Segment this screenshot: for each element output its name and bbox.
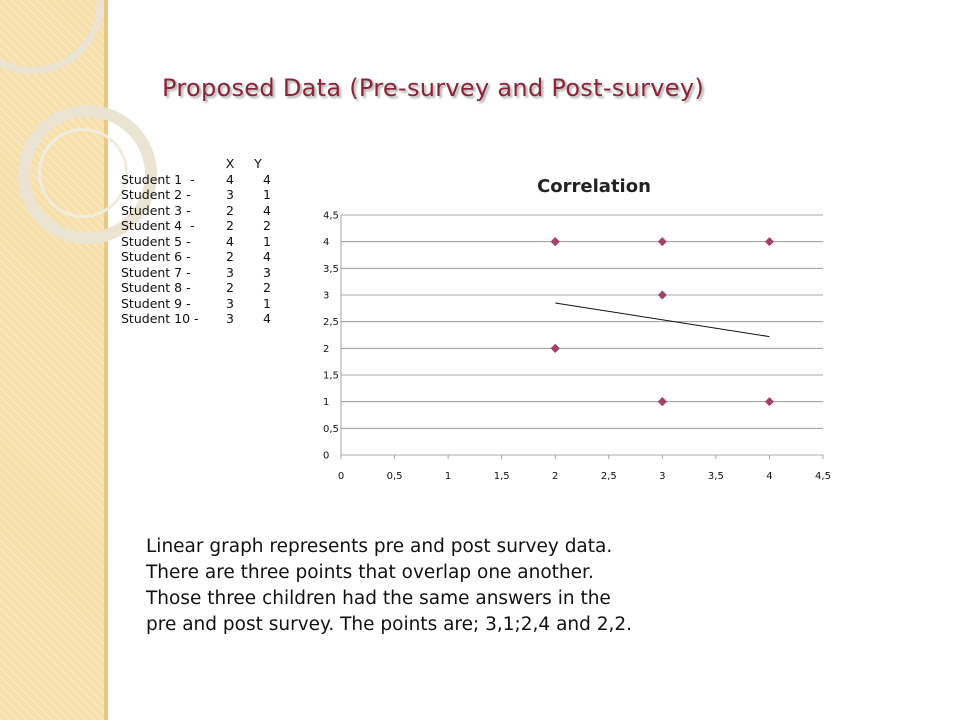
data-point <box>550 343 560 353</box>
x-tick-label: 3,5 <box>708 471 724 482</box>
data-point <box>550 237 560 247</box>
chart-svg: Correlation 0 0,5 1 1,5 2 2,5 3 3,5 4 4,5 0 0,5 1 1,5 2… <box>323 176 831 482</box>
student-y-value: 3 <box>263 264 271 280</box>
student-data-table: X Y Student 1 -4 4 Student 2 -3 1 Student 3 … <box>121 156 271 327</box>
table-row: Student 6 - 2 4 <box>121 249 271 265</box>
table-row: Student 5 - 4 1 <box>121 234 271 250</box>
table-header-name <box>121 156 215 172</box>
student-name: Student 5 - <box>121 233 191 249</box>
student-x-value: 2 <box>226 218 234 233</box>
student-y-value: 4 <box>263 249 271 264</box>
caption-line: pre and post survey. The points are; 3,1… <box>146 614 633 635</box>
student-x-value: 2 <box>226 249 234 264</box>
x-tick-label: 2 <box>552 471 558 482</box>
student-y-value: 1 <box>263 295 271 311</box>
student-y-value: 1 <box>263 187 271 202</box>
decorative-side-edge <box>104 0 108 720</box>
caption-line: Linear graph represents pre and post sur… <box>146 536 613 557</box>
table-row: Student 3 - 2 4 <box>121 203 271 219</box>
student-name: Student 1 - <box>121 171 195 187</box>
x-tick-label: 4 <box>766 471 772 482</box>
table-row: Student 2 - 3 1 <box>121 187 271 203</box>
table-header-row: X Y <box>121 156 271 172</box>
table-row: Student 9 - 3 1 <box>121 296 271 312</box>
table-header-x: X <box>225 156 235 171</box>
student-name: Student 3 - <box>121 202 191 218</box>
slide-caption: Linear graph represents pre and post sur… <box>146 534 632 638</box>
student-name: Student 7 - <box>121 264 191 280</box>
data-point <box>764 237 774 247</box>
caption-line: Those three children had the same answer… <box>146 588 611 609</box>
student-x-value: 4 <box>226 171 234 187</box>
x-tick-label: 1 <box>445 471 451 482</box>
student-x-value: 2 <box>226 280 234 295</box>
table-row: Student 7 - 3 3 <box>121 265 271 281</box>
student-y-value: 2 <box>263 218 271 233</box>
student-x-value: 3 <box>226 311 234 326</box>
table-row: Student 1 - 4 4 <box>121 172 271 188</box>
student-name: Student 4 - <box>121 218 195 233</box>
student-y-value: 1 <box>263 233 271 249</box>
y-tick-label: 0 <box>323 451 329 462</box>
student-x-value: 3 <box>226 264 234 280</box>
data-point <box>657 237 667 247</box>
slide-title: Proposed Data (Pre-survey and Post-surve… <box>162 74 704 102</box>
y-tick-label: 4 <box>323 237 329 248</box>
trend-line <box>555 302 770 338</box>
data-point <box>657 397 667 407</box>
table-row: Student 4 - 2 2 <box>121 218 271 234</box>
y-tick-label: 2 <box>323 344 329 355</box>
x-tick-label: 4,5 <box>815 471 831 482</box>
student-name: Student 8 - <box>121 280 191 295</box>
x-tick-label: 3 <box>659 471 665 482</box>
y-tick-label: 3,5 <box>323 264 339 275</box>
student-name: Student 9 - <box>121 295 191 311</box>
data-point <box>657 290 667 300</box>
correlation-chart: Correlation 0 0,5 1 1,5 2 2,5 3 3,5 4 4,5 0 0,5 1 1,5 2… <box>300 160 840 490</box>
data-point <box>764 397 774 407</box>
y-tick-label: 4,5 <box>323 211 339 222</box>
table-header-y: Y <box>254 156 262 171</box>
table-row: Student 10 - 3 4 <box>121 311 271 327</box>
student-x-value: 2 <box>226 202 234 218</box>
x-tick-label: 0,5 <box>387 471 403 482</box>
x-tick-label: 2,5 <box>601 471 617 482</box>
student-x-value: 4 <box>226 233 234 249</box>
x-tick-label: 0 <box>338 471 344 482</box>
decorative-ring-inner <box>38 128 128 218</box>
student-name: Student 6 - <box>121 249 191 264</box>
caption-line: There are three points that overlap one … <box>146 562 594 583</box>
table-row: Student 8 - 2 2 <box>121 280 271 296</box>
student-name: Student 10 - <box>121 311 199 326</box>
y-tick-label: 2,5 <box>323 317 339 328</box>
student-y-value: 4 <box>263 311 271 326</box>
y-tick-label: 3 <box>323 291 329 302</box>
y-tick-label: 1,5 <box>323 371 339 382</box>
student-x-value: 3 <box>226 187 234 202</box>
chart-title: Correlation <box>537 176 651 197</box>
student-y-value: 4 <box>263 171 271 187</box>
student-y-value: 2 <box>263 280 271 295</box>
y-tick-label: 0,5 <box>323 424 339 435</box>
student-y-value: 4 <box>263 202 271 218</box>
student-name: Student 2 - <box>121 187 191 202</box>
x-tick-label: 1,5 <box>494 471 510 482</box>
y-tick-label: 1 <box>323 397 329 408</box>
student-x-value: 3 <box>226 295 234 311</box>
